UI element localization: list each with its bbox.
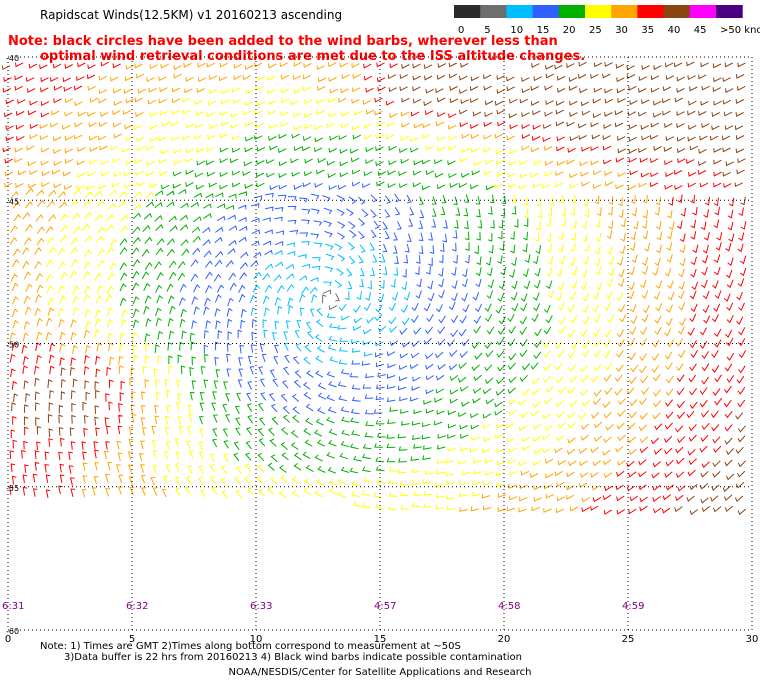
colorbar-label: 20 xyxy=(563,25,576,36)
time-label: 6:32 xyxy=(126,601,148,612)
longitude-tick-label: 0 xyxy=(5,634,11,645)
colorbar-label: 10 xyxy=(510,25,523,36)
warning-note-line-1: Note: black circles have been added to t… xyxy=(8,34,558,49)
time-labels: 6:31 6:32 6:33 4:57 4:58 4:59 xyxy=(2,601,644,612)
colorbar-label: 30 xyxy=(615,25,628,36)
latitude-tick-label: -60 xyxy=(6,627,19,636)
time-label: 6:31 xyxy=(2,601,24,612)
colorbar-swatch xyxy=(585,5,612,18)
wind-barb-group xyxy=(119,133,553,474)
wind-barb-group xyxy=(4,61,687,514)
wind-barb-group xyxy=(45,75,624,511)
longitude-tick-label: 5 xyxy=(129,634,135,645)
colorbar-swatch xyxy=(454,5,481,18)
longitude-axis: 0 5 10 15 20 25 30 xyxy=(5,634,759,645)
colorbar-swatch xyxy=(532,5,560,18)
longitude-tick-label: 10 xyxy=(250,634,263,645)
footnote-line-2: 3)Data buffer is 22 hrs from 20160213 4)… xyxy=(64,652,522,663)
colorbar-swatch xyxy=(716,5,743,18)
map-grid xyxy=(8,57,752,630)
colorbar-swatch xyxy=(558,5,586,18)
colorbar-label: 40 xyxy=(668,25,681,36)
colorbar-swatch xyxy=(637,5,665,18)
colorbar-swatch xyxy=(663,5,691,18)
longitude-tick-label: 20 xyxy=(498,634,511,645)
longitude-tick-label: 30 xyxy=(746,634,759,645)
colorbar-label: 15 xyxy=(537,25,550,36)
credit-line: NOAA/NESDIS/Center for Satellite Applica… xyxy=(228,667,532,678)
colorbar-label: 0 xyxy=(458,25,464,36)
colorbar-label: 35 xyxy=(641,25,654,36)
colorbar-label: 45 xyxy=(694,25,707,36)
map-frame xyxy=(7,56,753,631)
latitude-tick-label: -45 xyxy=(6,197,19,206)
colorbar-label: 5 xyxy=(484,25,490,36)
colorbar-label: >50 knots xyxy=(720,25,760,36)
longitude-tick-label: 25 xyxy=(622,634,635,645)
time-label: 4:59 xyxy=(622,601,644,612)
latitude-tick-label: -55 xyxy=(6,484,19,493)
latitude-tick-label: -50 xyxy=(6,341,19,350)
colorbar-swatch xyxy=(506,5,534,18)
map-border xyxy=(7,56,753,631)
latitude-tick-label: -40 xyxy=(6,54,19,63)
time-label: 4:57 xyxy=(374,601,396,612)
wind-barb-group xyxy=(178,181,483,415)
wind-barbs-field xyxy=(1,61,747,516)
longitude-tick-label: 15 xyxy=(374,634,387,645)
colorbar-label: 25 xyxy=(589,25,602,36)
time-label: 6:33 xyxy=(250,601,272,612)
colorbar-swatch xyxy=(480,5,507,18)
colorbar-swatch xyxy=(611,5,638,18)
wind-barb-group xyxy=(322,289,340,311)
wind-barb-group xyxy=(1,61,747,516)
wind-barb-group xyxy=(2,61,747,515)
color-legend: 0 5 10 15 20 25 30 35 40 45 >50 knots xyxy=(454,5,760,36)
map-title: Rapidscat Winds(12.5KM) v1 20160213 asce… xyxy=(40,8,343,22)
time-label: 4:58 xyxy=(498,601,520,612)
footnote-line-1: Note: 1) Times are GMT 2)Times along bot… xyxy=(40,641,461,652)
wind-barb-group xyxy=(249,241,411,365)
colorbar-swatch xyxy=(689,5,717,18)
latitude-axis: -40 -45 -50 -55 -60 xyxy=(6,54,19,636)
